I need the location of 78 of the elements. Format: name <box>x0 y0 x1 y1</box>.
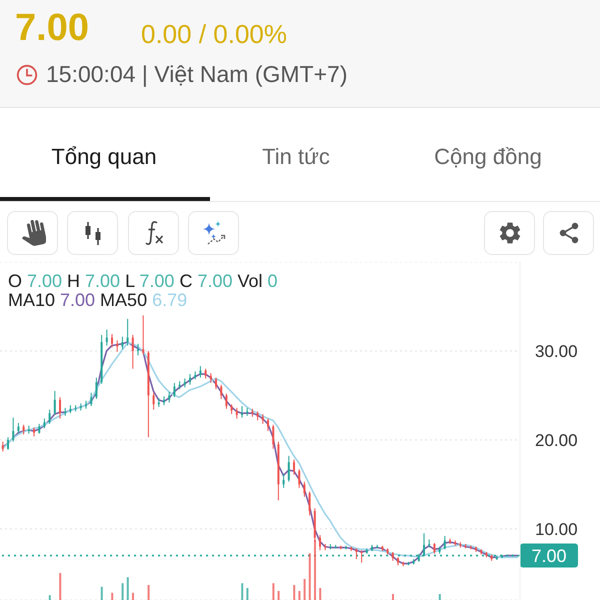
candlestick <box>236 407 238 420</box>
y-tick-label: 10.00 <box>535 520 578 539</box>
candlestick <box>22 424 25 436</box>
candlestick <box>272 424 274 450</box>
text: Tin tức <box>262 144 330 169</box>
candlestick <box>210 372 212 384</box>
bar <box>319 588 322 600</box>
candlestick <box>204 368 207 380</box>
bar <box>59 573 62 600</box>
candlestick <box>262 414 264 424</box>
candlestick <box>59 396 62 420</box>
candlestick <box>116 340 118 352</box>
ref-line-label: 7.00 <box>531 546 567 566</box>
candlestick <box>319 534 322 551</box>
bar <box>438 594 441 600</box>
bar <box>308 553 311 600</box>
candlestick <box>308 490 311 516</box>
candlestick <box>293 458 296 476</box>
bar <box>392 594 394 600</box>
bar <box>126 577 129 600</box>
candlestick <box>288 455 290 482</box>
candlestick <box>355 548 358 560</box>
bar <box>122 583 124 600</box>
candlestick <box>168 391 170 404</box>
candlestick <box>152 392 155 410</box>
candlestick <box>137 343 140 356</box>
bar <box>132 592 134 600</box>
text: Cộng đồng <box>434 144 542 169</box>
candlestick <box>173 382 176 398</box>
candlestick <box>199 366 202 378</box>
annotation: O 7.00 H 7.00 L 7.00 C 7.00 Vol 0 <box>8 271 278 291</box>
candlestick <box>12 417 14 442</box>
bar <box>246 588 248 600</box>
candlestick <box>215 377 218 390</box>
candlestick <box>220 384 222 400</box>
bar <box>272 583 274 600</box>
candlestick <box>2 441 4 452</box>
text: Tổng quan <box>51 144 157 169</box>
candlestick <box>111 334 114 348</box>
candlestick <box>225 393 228 410</box>
candlestick <box>90 392 92 407</box>
bar <box>304 579 306 600</box>
candlestick <box>282 473 285 488</box>
annotation: MA10 7.00 MA50 6.79 <box>8 290 188 310</box>
candlestick <box>132 334 134 370</box>
candlestick <box>433 542 436 554</box>
candlestick <box>43 418 46 429</box>
candlestick <box>241 406 244 418</box>
bar <box>298 591 300 600</box>
y-tick-label: 20.00 <box>535 430 578 450</box>
candlestick <box>298 468 300 488</box>
bar <box>148 585 150 600</box>
candlestick <box>360 550 363 564</box>
candlestick <box>121 336 124 350</box>
bar <box>278 591 280 600</box>
bar <box>241 583 244 600</box>
chart-title: 7.00 <box>15 7 89 49</box>
candlestick <box>303 481 306 498</box>
text: 15:00:04 | Việt Nam (GMT+7) <box>46 61 348 87</box>
candlestick <box>126 318 129 346</box>
candlestick <box>142 314 144 356</box>
bar <box>100 586 103 600</box>
bar <box>48 595 51 600</box>
candlestick <box>106 329 108 346</box>
candlestick <box>230 404 233 415</box>
chart-subtitle: 0.00 / 0.00% <box>141 19 287 49</box>
candlestick <box>48 409 51 424</box>
candlestick <box>267 418 270 432</box>
y-tick-label: 30.00 <box>535 342 578 361</box>
candlestick <box>38 423 40 434</box>
candlestick <box>17 422 20 434</box>
candlestick <box>54 390 56 416</box>
candlestick <box>7 436 10 450</box>
candlestick <box>444 535 446 550</box>
candlestick <box>95 377 98 400</box>
candlestick <box>189 374 192 386</box>
bar <box>111 592 114 600</box>
bar <box>293 585 296 600</box>
